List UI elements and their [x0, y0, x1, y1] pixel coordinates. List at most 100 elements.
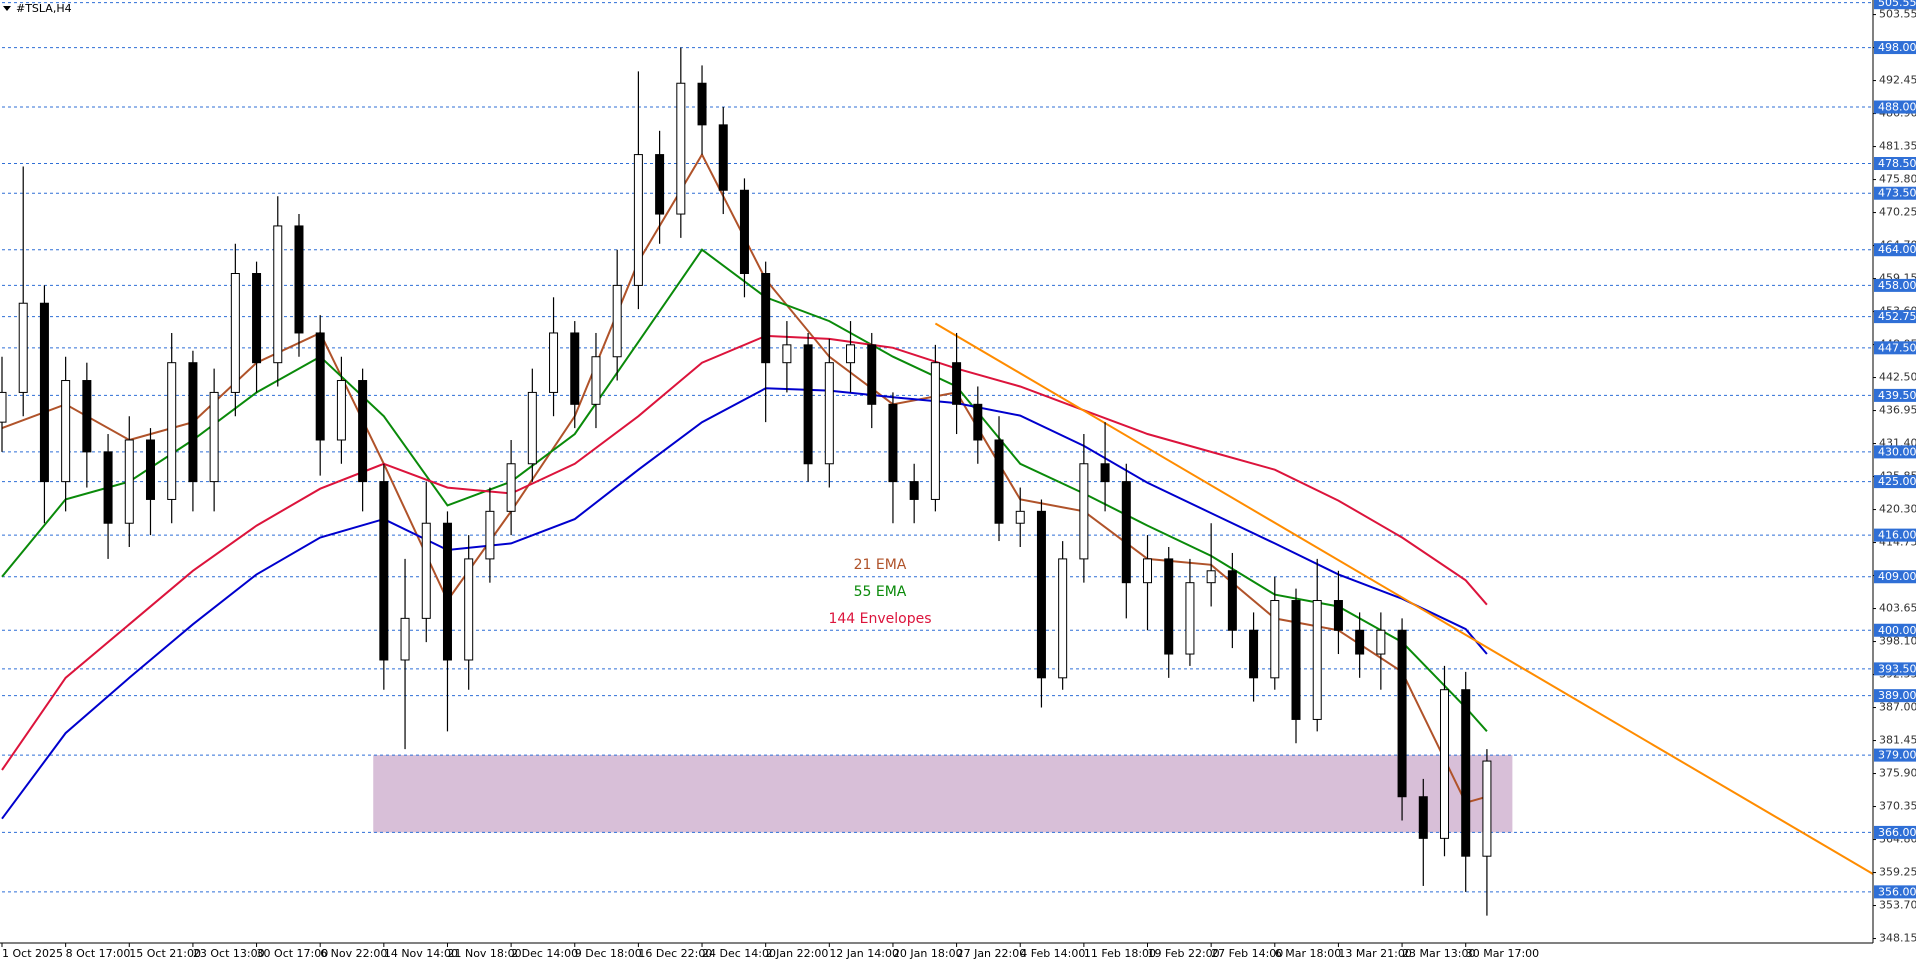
level-label: 425.00 [1878, 475, 1916, 488]
level-label: 478.50 [1878, 157, 1916, 170]
level-label: 416.00 [1878, 529, 1916, 542]
candle-body [442, 522, 452, 661]
candle-body [1291, 600, 1301, 720]
candle-body [379, 481, 389, 661]
level-label-box [1874, 100, 1916, 114]
x-tick-label: 21 Nov 18:00 [447, 947, 521, 960]
x-tick-label: 23 Oct 13:00 [193, 947, 265, 960]
candle-body [252, 273, 262, 364]
y-tick-label: 481.35 [1879, 140, 1916, 153]
level-label-box [1874, 623, 1916, 637]
candle-body [973, 403, 983, 441]
candle-body [358, 380, 368, 483]
candle-body [761, 273, 771, 364]
level-label-box [1874, 243, 1916, 257]
zone [373, 755, 1513, 833]
title-arrow [3, 6, 11, 11]
y-tick-label: 381.45 [1879, 734, 1916, 747]
candle-body [549, 332, 559, 393]
level-label-box [1874, 528, 1916, 542]
x-tick-label: 15 Oct 21:00 [129, 947, 201, 960]
candle-body [18, 302, 28, 393]
candle-body [1015, 510, 1025, 524]
x-tick-label: 6 Nov 22:00 [320, 947, 387, 960]
level-label-box [1874, 662, 1916, 676]
x-tick-label: 20 Jan 18:00 [893, 947, 963, 960]
level-label: 389.00 [1878, 689, 1916, 702]
candle-body [952, 362, 962, 405]
y-tick-label: 403.65 [1879, 602, 1916, 615]
level-label-box [1874, 570, 1916, 584]
candle-body [209, 391, 219, 483]
candle-body [930, 362, 940, 500]
candle-body [485, 510, 495, 560]
candle-body [1418, 796, 1428, 839]
candle-body [718, 124, 728, 191]
x-tick-label: 1 Oct 2025 [2, 947, 63, 960]
level-label-box [1874, 885, 1916, 899]
x-tick-label: 2 Jan 22:00 [766, 947, 829, 960]
candle-body [1270, 600, 1280, 679]
x-tick-label: 12 Jan 14:00 [829, 947, 899, 960]
x-tick-label: 30 Mar 17:00 [1466, 947, 1539, 960]
level-label: 393.50 [1878, 662, 1916, 675]
level-label: 439.50 [1878, 389, 1916, 402]
level-label-box [1874, 475, 1916, 489]
y-tick-label: 348.15 [1879, 932, 1916, 945]
candle-body [1355, 629, 1365, 655]
y-tick-label: 436.95 [1879, 404, 1916, 417]
level-label-box [1874, 278, 1916, 292]
x-tick-label: 14 Nov 14:00 [384, 947, 458, 960]
y-tick-label: 420.30 [1879, 503, 1916, 516]
candle-body [1482, 760, 1492, 857]
candle-body [1249, 629, 1259, 679]
candle-body [273, 225, 283, 364]
candle-body [527, 391, 537, 465]
x-tick-label: 27 Feb 14:00 [1211, 947, 1283, 960]
level-label: 452.75 [1878, 310, 1916, 323]
x-tick-label: 27 Jan 22:00 [957, 947, 1027, 960]
candle-body [888, 403, 898, 483]
level-label-box [1874, 310, 1916, 324]
y-tick-label: 503.55 [1879, 8, 1916, 21]
x-tick-label: 9 Dec 18:00 [575, 947, 642, 960]
level-label-box [1874, 825, 1916, 839]
candle-body [1079, 463, 1089, 560]
candle-body [824, 362, 834, 465]
level-label: 379.00 [1878, 749, 1916, 762]
candle-body [124, 439, 134, 524]
level-label: 458.00 [1878, 279, 1916, 292]
candle-body [400, 617, 410, 661]
y-tick-label: 375.90 [1879, 767, 1916, 780]
candle-body [846, 344, 856, 364]
candle-body [1058, 558, 1068, 679]
level-label: 447.50 [1878, 341, 1916, 354]
candle-body [676, 82, 686, 215]
candle-body [336, 380, 346, 441]
candle-body [803, 344, 813, 465]
candle-body [1206, 570, 1216, 584]
y-tick-label: 442.50 [1879, 371, 1916, 384]
candle-body [145, 439, 155, 500]
candle-body [570, 332, 580, 405]
candle-body [1036, 510, 1046, 679]
x-tick-label: 4 Feb 14:00 [1020, 947, 1085, 960]
candle-body [1439, 689, 1449, 839]
x-tick-label: 30 Oct 17:00 [257, 947, 329, 960]
x-tick-label: 19 Feb 22:00 [1148, 947, 1220, 960]
candle-body [909, 481, 919, 500]
level-label-box [1874, 157, 1916, 171]
y-tick-label: 353.70 [1879, 899, 1916, 912]
y-tick-label: 359.25 [1879, 866, 1916, 879]
chart-title: #TSLA,H4 [16, 2, 72, 15]
y-tick-label: 370.35 [1879, 800, 1916, 813]
candle-body [1143, 558, 1153, 584]
candle-body [61, 380, 71, 483]
candle-body [464, 558, 474, 661]
y-tick-label: 387.00 [1879, 701, 1916, 714]
level-label: 498.00 [1878, 41, 1916, 54]
level-label: 505.55 [1878, 0, 1916, 9]
candle-body [103, 451, 113, 524]
level-label: 464.00 [1878, 243, 1916, 256]
